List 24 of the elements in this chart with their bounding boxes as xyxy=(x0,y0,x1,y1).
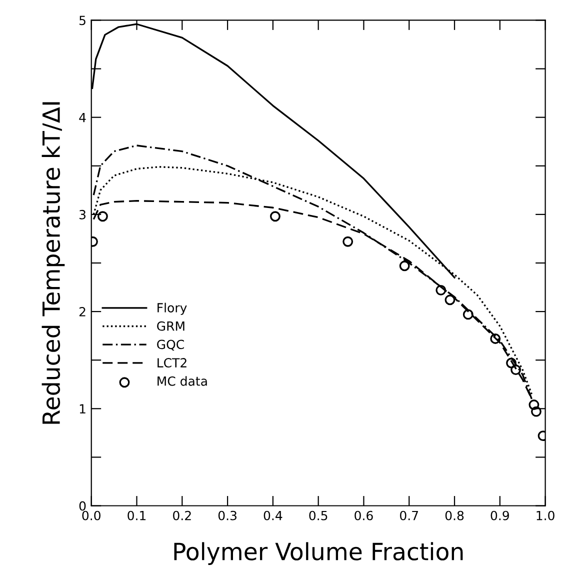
y-tick-label: 5 xyxy=(80,16,86,26)
legend-label: Flory xyxy=(158,302,187,315)
x-tick-label: 0.0 xyxy=(82,510,100,520)
legend-label: MC data xyxy=(158,376,207,386)
y-tick-label: 0 xyxy=(79,501,86,511)
x-tick-label: 0.1 xyxy=(128,510,146,520)
x-tick-label: 0.2 xyxy=(173,510,191,520)
x-tick-label: 0.6 xyxy=(354,510,373,520)
y-tick-label: 4 xyxy=(79,112,86,122)
y-axis-title: Reduced Temperature kT/ΔI xyxy=(42,102,65,424)
x-tick-label: 0.4 xyxy=(264,510,282,520)
legend-label: GQC xyxy=(157,340,184,351)
legend-label: GRM xyxy=(157,321,184,331)
x-tick-label: 0.5 xyxy=(309,510,328,520)
x-tick-label: 0.9 xyxy=(490,510,509,520)
x-axis-title: Polymer Volume Fraction xyxy=(174,542,463,566)
legend-label: LCT2 xyxy=(158,358,186,368)
y-tick-label: 3 xyxy=(80,210,86,220)
x-tick-label: 1.0 xyxy=(536,510,554,520)
x-tick-label: 0.8 xyxy=(445,510,464,520)
x-tick-label: 0.7 xyxy=(400,510,418,520)
x-tick-label: 0.3 xyxy=(218,510,236,520)
y-tick-label: 2 xyxy=(79,307,86,316)
y-tick-label: 1 xyxy=(80,404,86,414)
